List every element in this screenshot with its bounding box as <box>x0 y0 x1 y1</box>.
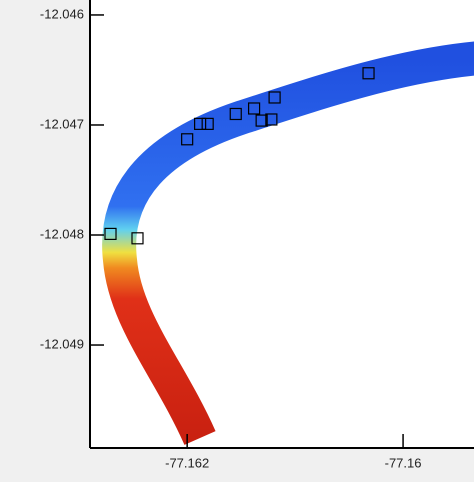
point <box>201 117 214 130</box>
point <box>104 227 117 241</box>
point <box>362 67 375 80</box>
y-tick-label: -12.049 <box>40 336 84 351</box>
point <box>265 113 278 126</box>
x-tick-label: -77.16 <box>385 455 422 470</box>
point <box>229 107 242 121</box>
track <box>102 41 474 445</box>
point <box>268 91 281 104</box>
y-tick-label: -12.047 <box>40 116 84 131</box>
point <box>181 133 194 146</box>
y-tick-label: -12.048 <box>40 226 84 241</box>
point <box>247 102 261 115</box>
point <box>131 232 144 245</box>
x-tick-label: -77.162 <box>165 455 209 470</box>
y-tick-label: -12.046 <box>40 6 84 21</box>
point <box>194 117 207 130</box>
point <box>255 114 268 127</box>
